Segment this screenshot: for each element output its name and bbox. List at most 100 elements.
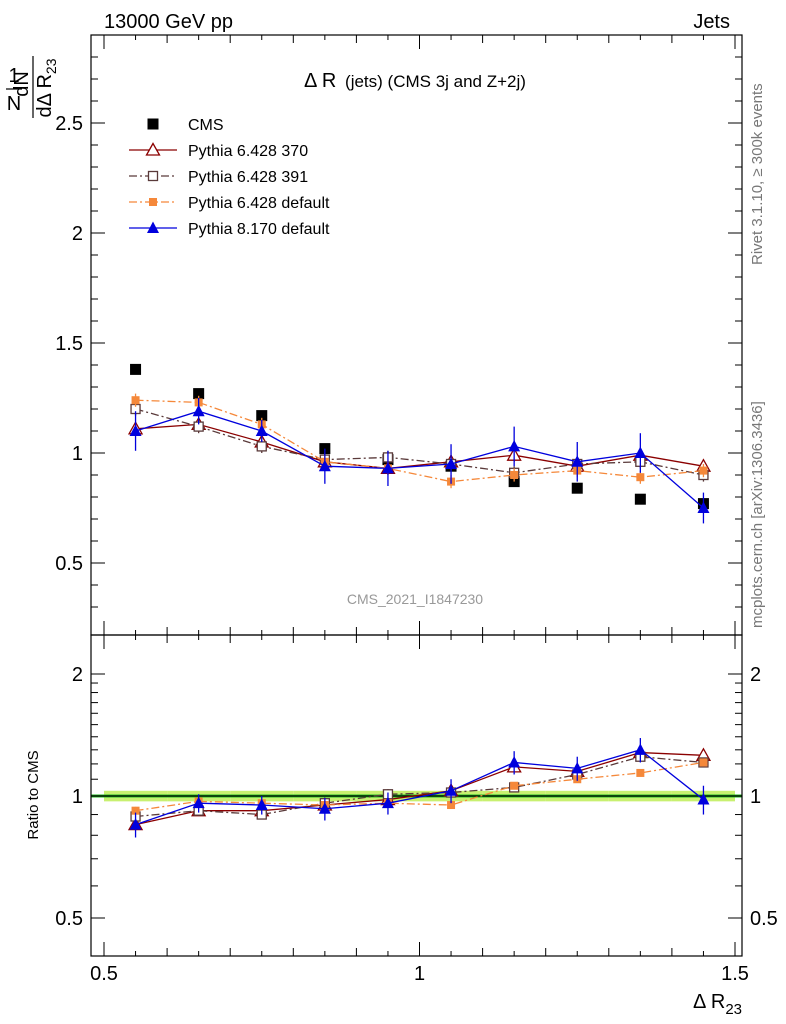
legend-item-4-marker [147,221,159,233]
x-tick-label-0: 0.5 [90,963,118,985]
ylabel-num1: 1 [8,65,19,87]
main-series-4-point-6 [508,439,521,452]
main-series-0-point-2 [256,410,268,422]
main-ytick-label-1: 1 [72,443,83,465]
rivet-version-label: Rivet 3.1.10, ≥ 300k events [749,83,766,265]
main-series-4-point-4 [381,461,394,474]
legend: CMS Pythia 6.428 370 Pythia 6.428 391 Pythi… [129,117,330,238]
ratio-data-layer [127,738,712,838]
ratio-series-3-point-6 [508,755,521,768]
ratio-series-2-point-8 [636,768,645,777]
main-series-4-line [135,410,704,509]
main-series-2-line [135,408,704,476]
main-series-1-line [135,423,704,470]
ratio-y-axis-label: Ratio to CMS [25,750,42,839]
main-series-0-point-0 [130,363,142,375]
ratio-series-2-point-9 [699,758,708,767]
ratio-series-3 [129,738,710,838]
main-series-3-point-0 [131,396,140,405]
legend-item-4: Pythia 8.170 default [129,221,330,238]
ratio-series-2 [131,758,708,815]
ratio-series-0-line [135,751,704,826]
ratio-plot-panel: 0.5 0.5 1 1 2 2 Ratio to CMS [25,634,778,957]
ratio-series-3-point-7 [571,761,584,774]
ratio-series-2-point-6 [510,781,519,790]
x-axis-tick-labels: 0.5 1 1.5 [90,963,749,985]
main-ytick-label-0: 0.5 [55,553,83,575]
legend-item-2: Pythia 6.428 391 [129,169,308,186]
main-ytick-label-4: 2.5 [55,113,83,135]
ratio-series-3-point-8 [634,743,647,755]
plot-title-symbol: Δ R [304,70,336,92]
ylabel-den1: N [7,93,21,115]
main-ytick-label-2: 1.5 [55,333,83,355]
ratio-ytick-label-left-0: 0.5 [55,908,83,930]
legend-item-0: CMS [147,117,224,134]
legend-item-1-label: Pythia 6.428 370 [188,143,308,160]
main-series-3-point-8 [636,473,645,482]
legend-item-3-label: Pythia 6.428 default [188,195,330,212]
ylabel-den2-sub: 23 [43,58,59,74]
ratio-ytick-label-right-1: 1 [750,786,761,808]
ratio-series-3-point-9 [697,793,710,805]
x-tick-label-1: 1 [414,963,425,985]
ratio-series-3-point-2 [255,798,268,811]
main-series-4-point-3 [318,459,331,472]
main-series-2-point-2 [256,441,267,452]
x-tick-label-2: 1.5 [721,963,749,985]
ratio-series-2-point-0 [131,806,140,815]
legend-item-1-marker [145,142,161,156]
main-series-4-point-2 [255,424,268,436]
main-series-4 [129,398,710,524]
main-series-4-point-9 [697,501,710,513]
legend-item-3-marker [149,198,157,206]
header-left: 13000 GeV pp [104,11,233,33]
legend-item-4-label: Pythia 8.170 default [188,221,330,238]
main-series-4-point-8 [634,446,647,458]
ylabel-den2: dΔ R23 [34,58,59,117]
legend-item-1: Pythia 6.428 370 [129,142,308,160]
ratio-series-3-point-4 [381,796,394,809]
main-axes: 0.5 1 1.5 2 2.5 [55,34,742,635]
plot-title-text: (jets) (CMS 3j and Z+2j) [345,72,526,91]
main-series-4-point-0 [129,424,142,436]
main-plot-panel: 0.5 1 1.5 2 2.5 Δ R (jets) (CMS 3j and Z+2j)… [6,34,743,636]
legend-item-2-marker [147,170,159,182]
x-axis-label: Δ R23 [693,991,742,1018]
legend-item-0-marker [147,118,159,130]
main-y-axis-label: 1 N dN dΔ R23 [6,56,59,118]
ratio-ytick-label-right-0: 0.5 [750,908,778,930]
ratio-series-2-point-5 [447,801,456,810]
main-series-3-point-9 [699,466,708,475]
main-series-0-point-8 [634,493,646,505]
x-axis-label-sub: 23 [725,1001,742,1018]
ratio-series-3-point-3 [318,802,331,814]
ratio-series-3-point-1 [192,796,205,809]
ratio-ytick-label-left-1: 1 [72,786,83,808]
ratio-series-3-point-5 [445,784,458,796]
ratio-series-1 [130,751,709,823]
ratio-series-3-line [135,749,704,826]
legend-item-3: Pythia 6.428 default [129,195,330,212]
mcplots-label: mcplots.cern.ch [arXiv:1306.3436] [749,401,766,628]
ratio-series-3-point-0 [129,818,142,830]
header-right: Jets [693,11,730,33]
ratio-series-0 [127,744,712,831]
main-ytick-label-3: 2 [72,223,83,245]
main-series-4-point-1 [192,404,205,417]
main-data-layer [127,363,712,524]
legend-item-0-label: CMS [188,117,224,134]
main-series-0-point-1 [193,388,205,400]
main-series-0-point-7 [571,482,583,494]
main-series-3-point-6 [510,471,519,479]
analysis-id-label: CMS_2021_I1847230 [347,591,483,607]
ratio-series-2-line [135,761,704,812]
main-series-4-point-5 [445,457,458,469]
main-series-3 [131,393,708,489]
ylabel-den2-main: dΔ R [34,74,56,117]
plot-title: Δ R (jets) (CMS 3j and Z+2j) [304,70,526,92]
legend-item-2-label: Pythia 6.428 391 [188,169,308,186]
ratio-ytick-label-left-2: 2 [72,664,83,686]
main-series-0 [130,363,709,510]
